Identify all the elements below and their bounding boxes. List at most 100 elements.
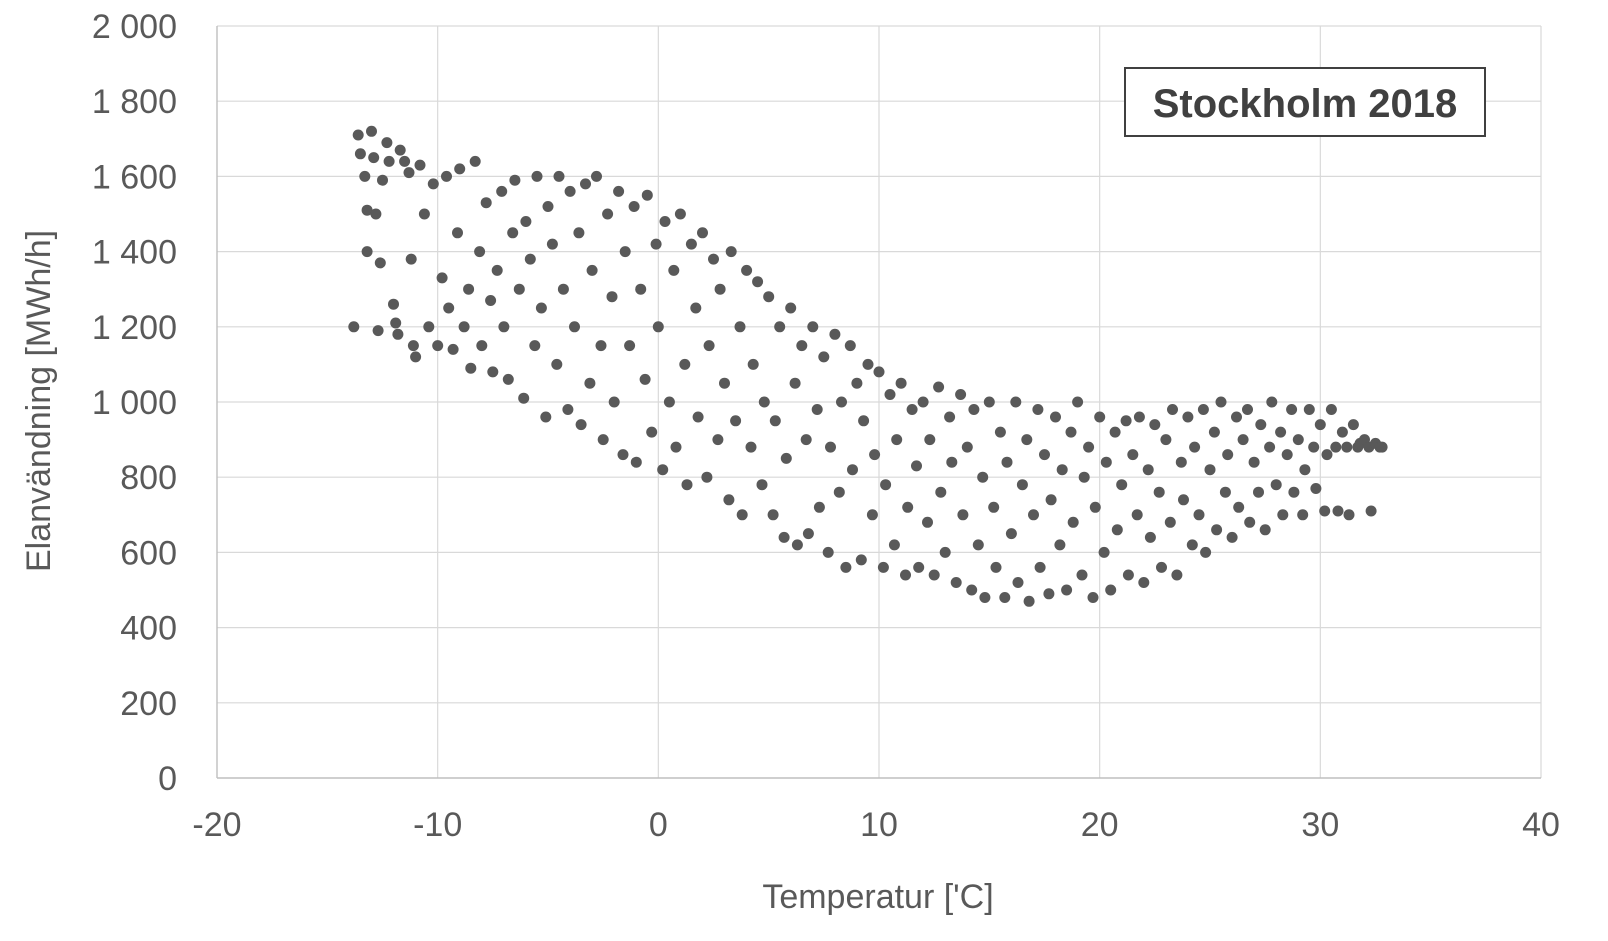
data-point [535, 302, 547, 314]
data-point [1255, 419, 1267, 431]
data-point [1248, 456, 1260, 468]
data-point [1083, 441, 1095, 453]
data-point [480, 197, 492, 209]
data-point [1133, 411, 1145, 423]
data-point [553, 170, 565, 182]
axes [216, 26, 1541, 779]
data-point [407, 340, 419, 352]
data-point [392, 328, 404, 340]
data-point [361, 246, 373, 258]
data-point [811, 404, 823, 415]
data-point [1067, 516, 1079, 528]
data-point [427, 178, 439, 190]
data-point [1034, 561, 1046, 573]
data-point [487, 366, 499, 378]
data-point [432, 340, 444, 352]
data-point [913, 561, 925, 573]
data-point [352, 129, 364, 141]
data-point [509, 174, 521, 186]
data-point [1109, 426, 1121, 438]
data-point [802, 528, 814, 540]
data-point [681, 479, 693, 491]
data-point [602, 208, 614, 220]
data-point [1094, 411, 1106, 423]
data-point [862, 358, 874, 370]
data-point [774, 321, 786, 333]
data-point [394, 144, 406, 156]
data-point [888, 539, 900, 551]
data-point [443, 302, 455, 314]
data-point [518, 392, 530, 404]
data-point [747, 358, 759, 370]
data-point [613, 185, 625, 197]
data-point [829, 328, 841, 340]
data-point [1186, 539, 1198, 551]
data-point [840, 561, 852, 573]
data-point [822, 546, 834, 558]
data-point [983, 396, 995, 408]
x-tick-label: 10 [860, 806, 898, 844]
data-point [606, 291, 618, 303]
data-point [663, 396, 675, 408]
data-point [1259, 524, 1271, 536]
data-point [1061, 584, 1073, 596]
y-tick-label: 2 000 [92, 8, 177, 46]
data-point [1089, 501, 1101, 513]
data-point [933, 381, 945, 393]
data-point [1116, 479, 1128, 491]
data-point [730, 415, 742, 427]
data-point [586, 264, 598, 276]
data-point [851, 377, 863, 389]
data-point [1087, 592, 1099, 603]
data-point [1054, 539, 1066, 551]
data-point [1314, 419, 1326, 431]
data-point [858, 415, 870, 427]
data-point [1264, 441, 1276, 453]
data-point [436, 272, 448, 284]
data-point [891, 434, 903, 446]
data-point [507, 227, 519, 239]
data-point [502, 373, 514, 385]
data-point [1208, 426, 1220, 438]
data-point [1204, 464, 1216, 476]
data-point [701, 471, 713, 483]
y-tick-label: 200 [120, 685, 177, 723]
data-point [1292, 434, 1304, 446]
data-point [595, 340, 607, 352]
data-point [1039, 449, 1050, 461]
data-point [668, 264, 680, 276]
data-point [800, 434, 812, 446]
data-point [758, 396, 770, 408]
y-tick-label: 800 [120, 459, 177, 497]
data-point [1076, 569, 1088, 581]
data-point [1197, 404, 1209, 415]
data-point [520, 216, 532, 227]
data-point [1171, 569, 1183, 581]
data-point [608, 396, 620, 408]
data-point [414, 159, 426, 171]
data-point [1023, 595, 1035, 607]
data-point [690, 302, 702, 314]
data-point [1343, 509, 1355, 521]
data-point [465, 362, 477, 374]
data-point [388, 298, 399, 310]
data-point [418, 208, 430, 220]
data-point [977, 471, 989, 483]
data-point [641, 189, 653, 201]
data-point [652, 321, 664, 333]
y-tick-label: 1 200 [92, 309, 177, 347]
data-point [1325, 404, 1337, 415]
data-point [719, 377, 730, 389]
data-point [703, 340, 715, 352]
data-point [745, 441, 757, 453]
data-point [1028, 509, 1039, 521]
data-point [513, 283, 525, 295]
data-point [496, 185, 508, 197]
data-point [1012, 577, 1024, 588]
data-point [1211, 524, 1223, 536]
y-tick-label: 1 000 [92, 384, 177, 422]
data-point [1341, 441, 1353, 453]
data-point [1219, 486, 1231, 498]
